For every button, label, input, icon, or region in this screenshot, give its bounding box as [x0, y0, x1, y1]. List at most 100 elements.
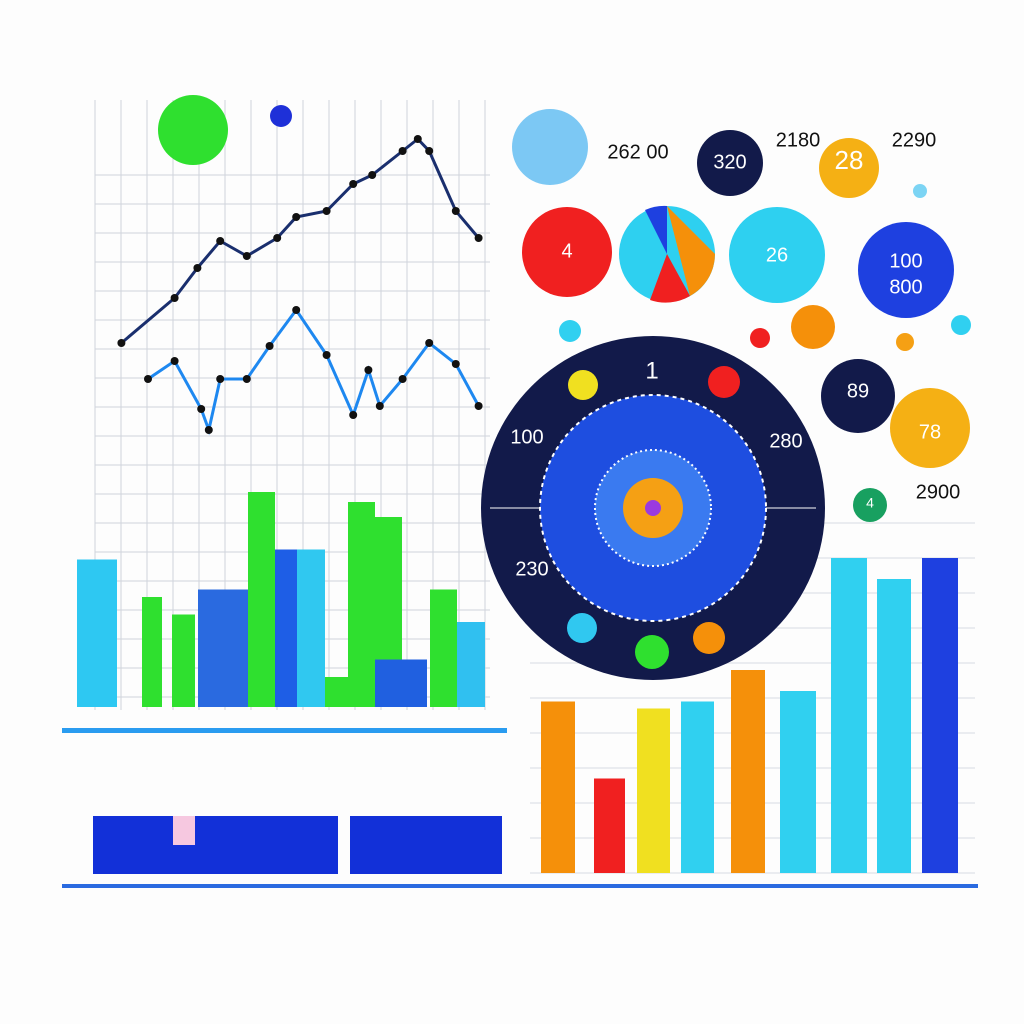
bar [142, 597, 162, 707]
bubble-label: 89 [847, 380, 869, 402]
point [322, 207, 331, 215]
dial-icon [693, 622, 725, 654]
bar [375, 659, 427, 707]
point [451, 360, 460, 368]
point [364, 366, 373, 374]
bar [831, 558, 867, 873]
point [204, 426, 213, 434]
point [375, 402, 384, 410]
bar [77, 559, 117, 707]
pie-slice [650, 254, 690, 303]
point [273, 234, 282, 242]
value-label: 2180 [776, 129, 821, 151]
point [216, 237, 225, 245]
dot [896, 333, 914, 351]
point [398, 375, 407, 383]
dial [481, 336, 825, 680]
bar [457, 622, 485, 707]
bubble-label: 78 [919, 421, 941, 443]
dot [951, 315, 971, 335]
bubble [729, 207, 825, 303]
bar [172, 614, 195, 707]
point [216, 375, 225, 383]
bar [248, 492, 275, 707]
bubble [890, 388, 970, 468]
bubble-label: 26 [766, 244, 788, 266]
bubble [522, 207, 612, 297]
marks [77, 135, 958, 873]
point [242, 375, 251, 383]
point [451, 207, 460, 215]
bar [348, 502, 375, 707]
point [398, 147, 407, 155]
dot [559, 320, 581, 342]
bubble-label: 100 [889, 250, 922, 272]
point [368, 171, 377, 179]
point [349, 411, 358, 419]
bar [731, 670, 765, 873]
bubble-label: 320 [713, 151, 746, 173]
dial-label: 1 [645, 357, 658, 384]
bar [922, 558, 958, 873]
point [413, 135, 422, 143]
point [242, 252, 251, 260]
bubble [697, 130, 763, 196]
strip [93, 816, 338, 874]
pie-slice [667, 206, 715, 296]
point [117, 339, 126, 347]
axis-line [62, 728, 507, 733]
point [474, 234, 483, 242]
value-label: 262 00 [607, 141, 668, 163]
bar [594, 778, 625, 873]
point [322, 351, 331, 359]
bubble [821, 359, 895, 433]
pie-slice [645, 205, 667, 254]
point [425, 339, 434, 347]
point [170, 357, 179, 365]
point [425, 147, 434, 155]
point [193, 264, 202, 272]
point [170, 294, 179, 302]
bubble [791, 305, 835, 349]
dial-dot [645, 500, 661, 516]
bubble [512, 109, 588, 185]
bubble-label: 28 [835, 145, 864, 175]
axis-line [62, 884, 978, 888]
bar [198, 589, 248, 707]
bar [275, 549, 297, 707]
point [292, 306, 301, 314]
bubble [819, 138, 879, 198]
bubble [858, 222, 954, 318]
bubble [158, 95, 228, 165]
bar [297, 549, 325, 707]
bar [877, 579, 911, 873]
bar [681, 701, 714, 873]
dial-label: 280 [769, 430, 802, 452]
point [197, 405, 206, 413]
dial-label: 230 [515, 558, 548, 580]
value-label: 2290 [892, 129, 937, 151]
value-label: 2900 [916, 481, 961, 503]
dot [750, 328, 770, 348]
line [147, 307, 480, 436]
dial-label: 100 [510, 426, 543, 448]
point [265, 342, 274, 350]
heat-strip [62, 728, 978, 888]
dial-icon [568, 370, 598, 400]
point [292, 213, 301, 221]
bubbles [158, 95, 971, 522]
strip-cell [173, 816, 195, 845]
strip [350, 816, 502, 874]
bar [637, 708, 670, 873]
bubble [270, 105, 292, 127]
dial-icon [567, 613, 597, 643]
bar [541, 701, 575, 873]
bubble [853, 488, 887, 522]
dial-icon [708, 366, 740, 398]
bubble-label: 4 [866, 495, 874, 511]
bar [430, 589, 457, 707]
point [349, 180, 358, 188]
bar [325, 677, 348, 707]
dial-icon [635, 635, 669, 669]
